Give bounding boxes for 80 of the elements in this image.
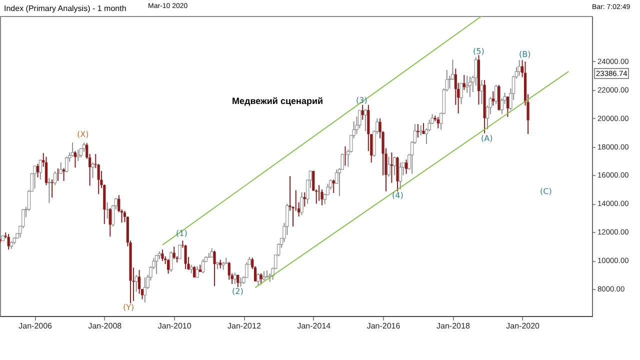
annotation: (5): [473, 47, 484, 56]
candlestick: [498, 84, 500, 112]
candlestick: [228, 261, 230, 280]
chart-title: Index (Primary Analysis) - 1 month: [4, 4, 126, 13]
annotation: (B): [519, 50, 531, 59]
candlestick: [518, 60, 521, 76]
candlestick: [74, 150, 77, 168]
candlestick: [416, 124, 420, 138]
x-tick-label: Jan-2010: [158, 322, 192, 330]
candlestick: [506, 96, 510, 118]
annotation: (C): [540, 187, 552, 196]
candlestick: [44, 156, 48, 186]
candlestick: [262, 270, 266, 281]
candlestick: [184, 244, 187, 270]
candlestick: [492, 90, 494, 106]
candlestick: [36, 163, 40, 178]
candlestick: [468, 76, 472, 98]
candlestick: [59, 162, 62, 174]
candlestick: [390, 152, 393, 184]
annotation: Медвежий сценарий: [232, 96, 324, 106]
candlestick: [494, 84, 498, 105]
x-tick-label: Jan-2016: [366, 322, 401, 330]
x-tick-label: Jan-2018: [436, 322, 470, 330]
candlestick: [70, 142, 74, 158]
candlestick: [38, 159, 42, 180]
x-tick-label: Jan-2012: [228, 322, 262, 330]
annotation: (1): [176, 229, 188, 238]
candlestick: [398, 162, 402, 190]
candlestick: [108, 207, 112, 238]
candlestick: [170, 250, 173, 272]
candlestick: [53, 170, 57, 186]
candlestick: [201, 258, 205, 274]
candlestick: [318, 184, 320, 202]
candlestick: [33, 165, 36, 190]
candlestick: [404, 159, 408, 174]
candlestick: [48, 178, 51, 204]
candlestick: [364, 108, 368, 132]
candlestick: [233, 272, 237, 285]
candlestick: [392, 156, 396, 176]
candlestick: [236, 274, 240, 288]
candlestick: [332, 179, 335, 194]
candlestick: [161, 249, 164, 262]
candlestick: [7, 233, 10, 250]
candlestick: [300, 192, 304, 216]
candlestick: [166, 258, 170, 274]
candlestick: [65, 156, 68, 173]
candlestick: [465, 75, 469, 94]
x-tick-label: Jan-2008: [88, 322, 122, 330]
candlestick: [91, 162, 94, 179]
candlestick: [361, 104, 364, 120]
candlestick: [62, 168, 66, 182]
candlestick: [239, 277, 242, 288]
candlestick: [396, 156, 399, 192]
candlestick: [256, 272, 260, 286]
annotation: (2): [232, 287, 244, 296]
candlestick: [436, 116, 440, 129]
candlestick: [419, 124, 422, 136]
candlestick: [138, 270, 141, 294]
candlestick: [387, 156, 390, 178]
candlestick: [460, 82, 463, 105]
candlestick: [213, 250, 216, 287]
candlestick: [154, 254, 158, 275]
candlestick: [82, 142, 86, 152]
x-tick-label: Jan-2020: [506, 322, 540, 330]
candlestick: [462, 74, 466, 90]
annotation: (A): [481, 134, 493, 143]
candlestick: [134, 274, 138, 292]
candlestick: [178, 244, 182, 260]
annotation: (Y): [123, 303, 134, 312]
candlestick: [260, 272, 262, 285]
x-tick-label: Jan-2014: [297, 322, 332, 330]
x-tick-label: Jan-2006: [18, 322, 53, 330]
candlestick: [106, 202, 109, 220]
candlestick: [76, 149, 80, 162]
candlestick: [303, 192, 306, 208]
candlestick: [480, 79, 484, 105]
annotation: (X): [77, 130, 89, 139]
annotation: (4): [392, 191, 404, 200]
candlestick: [143, 277, 147, 303]
candlestick: [320, 188, 324, 206]
